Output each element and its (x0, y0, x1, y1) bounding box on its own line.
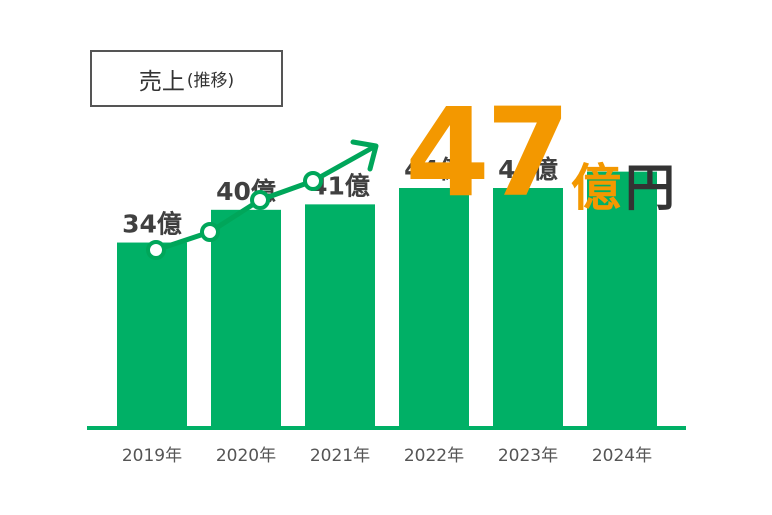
bar-2 (305, 204, 375, 428)
trend-point-1 (200, 222, 220, 242)
x-tick-label-1: 2020年 (216, 446, 276, 466)
bar-0 (117, 242, 187, 428)
latest-value-unit-oku: 億 (571, 159, 621, 217)
bar-5 (587, 171, 657, 429)
x-tick-label-4: 2023年 (498, 446, 558, 466)
x-tick-label-2: 2021年 (310, 446, 370, 466)
data-label-4: 44億 (498, 155, 558, 184)
latest-value: 47 (405, 82, 571, 224)
bar-3 (399, 188, 469, 428)
chart-subtitle: (推移) (186, 71, 235, 91)
x-tick-label-5: 2024年 (592, 446, 652, 466)
x-tick-label-3: 2022年 (404, 446, 464, 466)
trend-point-0 (146, 240, 166, 260)
trend-arrowhead (350, 139, 379, 172)
trend-point-2 (250, 190, 270, 210)
trend-point-3 (303, 171, 323, 191)
latest-value-unit-yen: 円 (625, 159, 675, 217)
chart-title: 売上 (138, 68, 185, 95)
x-tick-label-0: 2019年 (122, 446, 182, 466)
data-label-0: 34億 (122, 210, 182, 239)
data-label-3: 44億 (404, 155, 464, 184)
chart-title-box: 売上 (推移) (90, 50, 283, 107)
bar-1 (211, 209, 281, 428)
bar-4 (493, 188, 563, 428)
